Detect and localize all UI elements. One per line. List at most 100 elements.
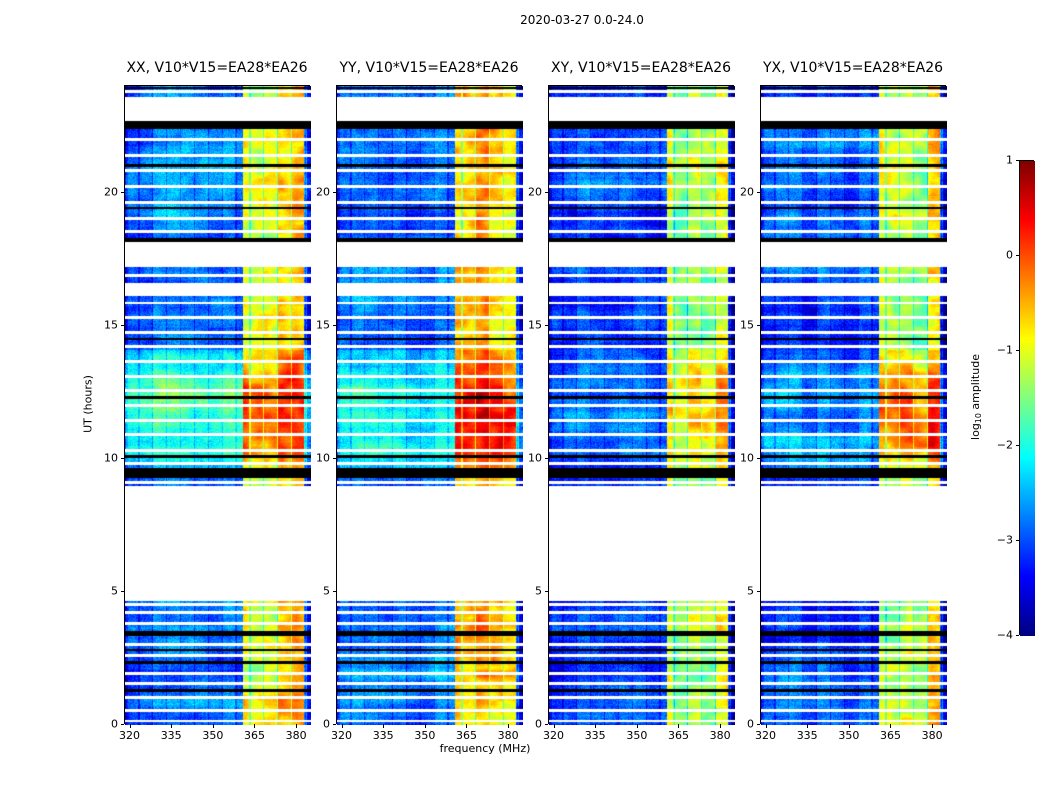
y-tick-label: 20 <box>740 185 754 198</box>
colorbar-tick-label: 0 <box>1006 248 1013 262</box>
y-tick-label: 10 <box>528 451 542 465</box>
y-tick-label: 10 <box>740 451 754 465</box>
x-tickmark <box>508 724 510 728</box>
x-axis-label: frequency (MHz) <box>439 742 531 755</box>
y-tickmark <box>120 724 124 725</box>
y-tickmark <box>544 590 548 592</box>
x-tickmark <box>932 724 934 728</box>
y-tickmark <box>332 191 336 193</box>
y-tick-label: 10 <box>104 451 118 465</box>
x-tick-label: 320 <box>119 729 141 742</box>
y-tickmark <box>332 590 336 592</box>
y-tick-label: 5 <box>747 584 754 598</box>
y-tickmark <box>756 590 760 592</box>
spectrogram-panel-xy <box>548 85 735 725</box>
colorbar-gradient <box>1019 160 1035 636</box>
y-tick-label: 5 <box>535 584 542 598</box>
y-tick-label: 15 <box>316 318 330 332</box>
y-tick-label: 0 <box>535 717 542 731</box>
panel-title-xx: XX, V10*V15=EA28*EA26 <box>126 60 308 76</box>
y-tickmark <box>544 724 548 725</box>
x-tick-label: 350 <box>626 729 648 742</box>
y-tickmark <box>756 324 760 326</box>
colorbar-tick-label: 1 <box>1006 153 1013 167</box>
colorbar-tickmark <box>1015 540 1019 541</box>
y-tick-label: 5 <box>111 584 118 598</box>
y-tick-label: 15 <box>528 318 542 332</box>
x-tickmark <box>129 724 131 728</box>
panel-title-yy: YY, V10*V15=EA28*EA26 <box>339 60 519 76</box>
x-tick-label: 335 <box>584 729 606 742</box>
y-tickmark <box>544 191 548 193</box>
colorbar-tickmark <box>1015 160 1019 161</box>
x-tick-label: 380 <box>285 729 307 742</box>
y-tickmark <box>332 724 336 725</box>
y-tickmark <box>756 191 760 193</box>
colorbar-tick-label: −2 <box>996 438 1013 452</box>
y-tick-label: 15 <box>104 318 118 332</box>
x-tickmark <box>212 724 214 728</box>
y-tick-label: 15 <box>740 318 754 332</box>
panel-title-xy: XY, V10*V15=EA28*EA26 <box>550 60 732 76</box>
y-tickmark <box>120 457 124 459</box>
colorbar-canvas <box>1020 161 1035 636</box>
x-tickmark <box>890 724 892 728</box>
x-tickmark <box>636 724 638 728</box>
x-tickmark <box>254 724 256 728</box>
y-tickmark <box>120 191 124 193</box>
colorbar-tickmark <box>1015 255 1019 256</box>
colorbar-label-tail: amplitude <box>969 354 983 414</box>
x-tickmark <box>595 724 597 728</box>
y-tick-label: 5 <box>323 584 330 598</box>
x-tick-label: 365 <box>243 729 265 742</box>
y-tick-label: 20 <box>104 185 118 198</box>
x-tick-label: 365 <box>667 729 689 742</box>
colorbar-label-sub: 10 <box>973 413 983 424</box>
colorbar-tickmark <box>1015 445 1019 446</box>
y-tickmark <box>332 457 336 459</box>
x-tick-label: 365 <box>879 729 901 742</box>
y-tick-label: 20 <box>316 185 330 198</box>
spectrogram-panel-xx <box>124 85 311 725</box>
x-tick-label: 350 <box>414 729 436 742</box>
y-tick-label: 10 <box>316 451 330 465</box>
spectrogram-panel-yy <box>336 85 523 725</box>
colorbar-label-main: log <box>969 423 983 440</box>
x-tickmark <box>848 724 850 728</box>
x-tickmark <box>678 724 680 728</box>
x-tick-label: 350 <box>202 729 224 742</box>
spectrogram-canvas-xy <box>549 86 735 725</box>
x-tickmark <box>466 724 468 728</box>
y-tickmark <box>332 324 336 326</box>
y-tick-label: 0 <box>747 717 754 731</box>
x-tickmark <box>296 724 298 728</box>
x-tickmark <box>720 724 722 728</box>
spectrogram-canvas-yy <box>337 86 523 725</box>
y-tickmark <box>544 324 548 326</box>
y-tickmark <box>544 457 548 459</box>
x-tick-label: 320 <box>543 729 565 742</box>
colorbar-tickmark <box>1015 350 1019 351</box>
x-tick-label: 380 <box>921 729 943 742</box>
x-tickmark <box>171 724 173 728</box>
colorbar-label: log10 amplitude <box>969 354 983 440</box>
y-axis-label: UT (hours) <box>81 375 95 433</box>
x-tickmark <box>341 724 343 728</box>
colorbar-tickmark <box>1015 635 1019 636</box>
y-tickmark <box>756 457 760 459</box>
x-tick-label: 380 <box>497 729 519 742</box>
y-tickmark <box>120 324 124 326</box>
y-tick-label: 0 <box>111 717 118 731</box>
spectrogram-panel-yx <box>760 85 947 725</box>
x-tick-label: 380 <box>709 729 731 742</box>
x-tick-label: 320 <box>331 729 353 742</box>
x-tickmark <box>553 724 555 728</box>
y-tick-label: 0 <box>323 717 330 731</box>
x-tickmark <box>807 724 809 728</box>
spectrogram-canvas-yx <box>761 86 947 725</box>
spectrogram-canvas-xx <box>125 86 311 725</box>
x-tick-label: 320 <box>755 729 777 742</box>
x-tick-label: 335 <box>796 729 818 742</box>
panel-title-yx: YX, V10*V15=EA28*EA26 <box>762 60 944 76</box>
colorbar-tick-label: −1 <box>996 343 1013 357</box>
